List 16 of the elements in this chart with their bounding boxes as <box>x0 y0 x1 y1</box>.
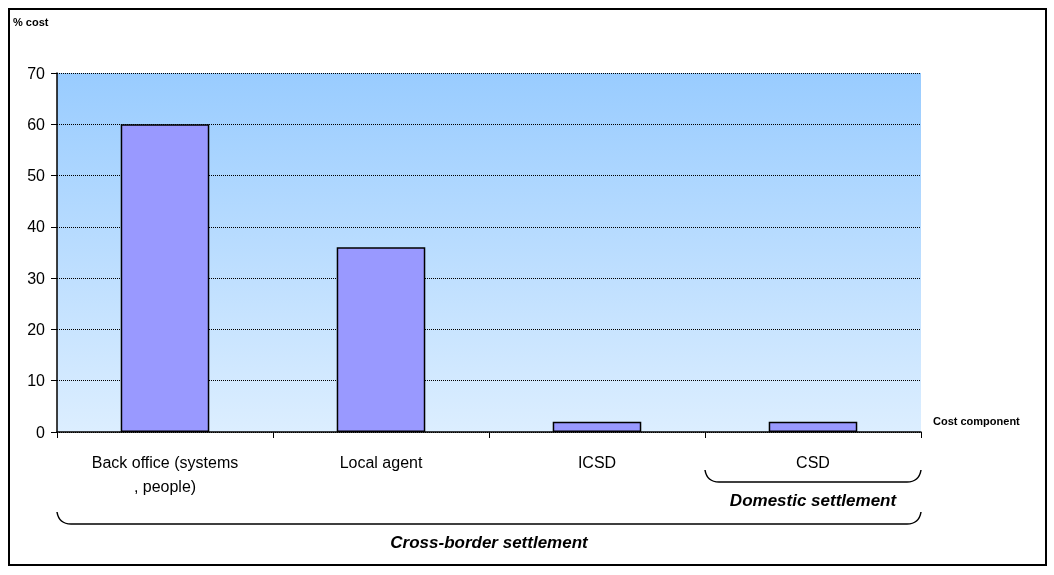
y-axis-title: % cost <box>13 15 49 28</box>
y-tick-label: 0 <box>36 423 46 441</box>
y-tick-label: 50 <box>27 167 46 185</box>
y-tick-label: 10 <box>27 372 46 390</box>
x-tick-label: ICSD <box>577 453 617 471</box>
y-tick-label: 60 <box>27 115 46 133</box>
text: Domestic settlement <box>729 491 898 510</box>
x-tick-label: Back office (systems, people) <box>91 453 239 495</box>
text: Cross-border settlement <box>390 533 590 552</box>
x-axis-title: Cost component <box>933 415 1021 427</box>
y-tick-label: 70 <box>27 64 46 82</box>
y-tick-label: 20 <box>27 320 46 338</box>
y-tick-label: 30 <box>27 269 46 287</box>
x-tick-label: Local agent <box>339 453 423 471</box>
x-tick-label: CSD <box>796 453 830 471</box>
y-tick-label: 40 <box>27 218 46 236</box>
